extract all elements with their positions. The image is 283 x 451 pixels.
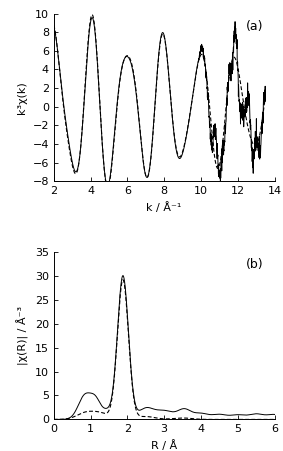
X-axis label: R / Å: R / Å [151, 440, 177, 451]
Y-axis label: |χ(R)| / Å⁻³: |χ(R)| / Å⁻³ [17, 306, 29, 365]
Text: (a): (a) [246, 20, 263, 33]
X-axis label: k / Å⁻¹: k / Å⁻¹ [147, 202, 182, 212]
Text: (b): (b) [246, 258, 263, 272]
Y-axis label: k³χ(k): k³χ(k) [17, 81, 27, 114]
